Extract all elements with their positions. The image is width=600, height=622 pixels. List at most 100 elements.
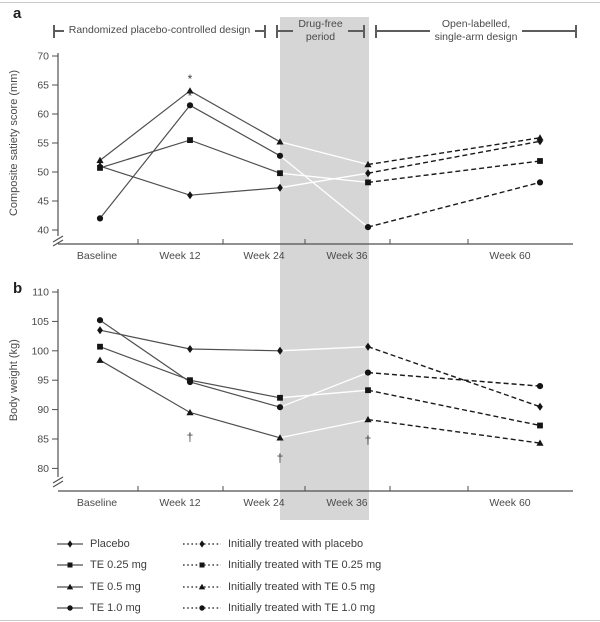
bracket-tick — [363, 24, 366, 38]
phase-randomized-label: Randomized placebo-controlled design — [68, 24, 251, 37]
diamond-marker — [277, 183, 283, 192]
circle-marker — [186, 378, 194, 386]
solid-square-icon — [57, 562, 83, 568]
top-rule — [0, 2, 600, 3]
bracket-line — [522, 30, 575, 32]
bracket-line — [347, 30, 364, 32]
legend-label: TE 0.25 mg — [90, 559, 147, 572]
triangle-marker — [364, 416, 372, 423]
axis-break-icon — [52, 480, 64, 488]
circle-marker — [536, 383, 544, 390]
triangle-marker — [96, 156, 104, 164]
x-tick-label: Week 24 — [243, 250, 284, 262]
y-tick-label: 70 — [37, 51, 49, 63]
bracket-line — [278, 30, 294, 32]
diamond-marker — [187, 191, 193, 200]
legend-item-placebo: Placebo — [57, 533, 147, 555]
legend-randomized-column: Placebo TE 0.25 mg TE 0.5 mg TE 1.0 mg — [57, 533, 147, 619]
legend-label: Placebo — [90, 537, 130, 550]
y-axis-label: Composite satiety score (mm) — [8, 70, 20, 216]
legend-item-initially-treated-with-te-1-0-mg: Initially treated with TE 1.0 mg — [183, 598, 381, 620]
circle-icon — [67, 605, 73, 611]
triangle-marker — [96, 356, 104, 363]
y-tick-label: 60 — [37, 109, 49, 121]
diamond-icon — [199, 540, 205, 548]
circle-marker — [364, 224, 372, 231]
series-te-0-5-mg — [99, 359, 541, 444]
solid-triangle-icon — [57, 583, 83, 590]
legend-label: Initially treated with TE 1.0 mg — [228, 602, 376, 615]
x-tick-label: Week 36 — [326, 250, 367, 262]
annotation-dagger: † — [187, 430, 194, 444]
square-marker — [537, 158, 543, 164]
legend-label: TE 1.0 mg — [90, 602, 141, 615]
diamond-icon — [67, 540, 73, 548]
circle-marker — [364, 369, 372, 376]
legend-label: TE 0.5 mg — [90, 580, 141, 593]
legend-item-te-0-5-mg: TE 0.5 mg — [57, 576, 147, 598]
triangle-marker — [536, 439, 544, 446]
legend-item-te-1-0-mg: TE 1.0 mg — [57, 598, 147, 620]
square-marker — [365, 387, 371, 394]
y-tick-label: 90 — [37, 404, 49, 416]
diamond-marker — [187, 345, 193, 353]
chart-a: 40 45 50 55 60 65 70 Baseline Week 12 Week 24 Week… — [8, 51, 573, 262]
legend: Placebo TE 0.25 mg TE 0.5 mg TE 1.0 mg Init… — [0, 533, 600, 621]
x-tick-label: Week 12 — [159, 497, 200, 509]
x-tick-label: Baseline — [77, 497, 117, 509]
triangle-marker — [364, 160, 372, 168]
series-placebo — [99, 329, 541, 408]
legend-label: Initially treated with placebo — [228, 537, 364, 550]
dashed-square-icon — [183, 562, 221, 568]
legend-open-label-column: Initially treated with placebo Initially … — [183, 533, 381, 619]
axis-break-icon — [52, 476, 64, 484]
x-tick-label: Week 24 — [243, 497, 284, 509]
square-marker — [277, 394, 283, 401]
annotation-asterisk: * — [188, 89, 193, 103]
square-marker — [187, 137, 193, 143]
dashed-diamond-icon — [183, 540, 221, 548]
panel-b-letter: b — [13, 280, 23, 297]
chart-b: 80 85 90 95 100 105 110 Baseline Week 12 Week 24 W… — [8, 287, 573, 509]
diamond-marker — [365, 342, 371, 351]
legend-label: Initially treated with TE 0.25 mg — [228, 559, 382, 572]
dashed-triangle-icon — [183, 583, 221, 590]
phase-bracket-randomized: Randomized placebo-controlled design — [53, 16, 266, 46]
x-tick-label: Baseline — [77, 250, 117, 262]
square-marker — [277, 170, 283, 177]
drug-free-period-band — [280, 17, 369, 520]
legend-label: Initially treated with TE 0.5 mg — [228, 580, 376, 593]
circle-marker — [536, 179, 544, 186]
y-tick-label: 110 — [32, 287, 49, 299]
bracket-tick — [575, 24, 577, 38]
diamond-marker — [365, 169, 371, 178]
series-te-0-25-mg — [99, 139, 541, 184]
y-axis-label: Body weight (kg) — [8, 339, 20, 421]
square-icon — [199, 562, 205, 568]
y-tick-label: 80 — [37, 463, 49, 475]
triangle-icon — [66, 583, 74, 590]
square-marker — [97, 343, 103, 350]
series-placebo — [99, 140, 541, 196]
bracket-tick — [276, 24, 278, 38]
y-tick-label: 50 — [37, 167, 49, 179]
series-te-0-25-mg — [99, 346, 541, 427]
circle-marker — [96, 215, 104, 222]
diamond-marker — [277, 346, 283, 355]
bracket-tick — [375, 24, 377, 38]
bracket-tick — [53, 24, 55, 38]
bracket-line — [255, 30, 264, 32]
square-marker — [365, 179, 371, 186]
bottom-rule — [0, 620, 600, 621]
circle-icon — [199, 605, 205, 611]
diamond-marker — [537, 402, 543, 411]
circle-marker — [186, 102, 194, 109]
legend-item-initially-treated-with-te-0-5-mg: Initially treated with TE 0.5 mg — [183, 576, 381, 598]
y-tick-label: 95 — [37, 375, 49, 387]
y-tick-label: 105 — [31, 316, 49, 328]
y-tick-label: 45 — [37, 196, 49, 208]
y-tick-label: 65 — [37, 80, 49, 92]
axis-break-icon — [52, 239, 64, 247]
square-marker — [97, 165, 103, 171]
